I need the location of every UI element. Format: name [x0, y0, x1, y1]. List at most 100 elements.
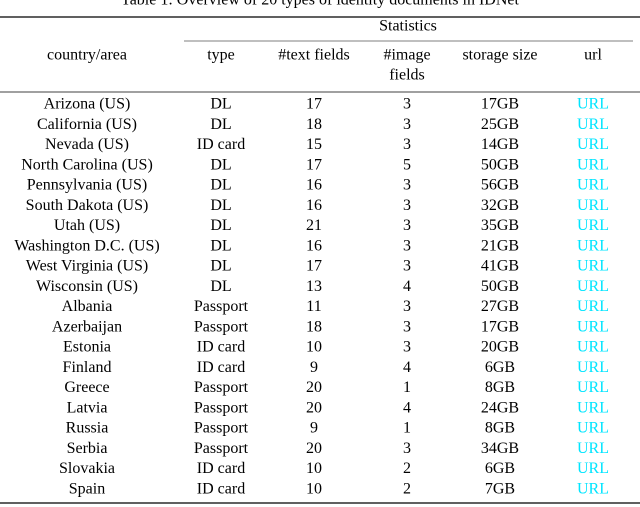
cell: Slovakia [59, 460, 115, 477]
cell: South Dakota (US) [26, 197, 149, 214]
cell: Arizona (US) [44, 96, 131, 113]
cell: 10 [306, 460, 322, 477]
cell: ID card [197, 359, 245, 376]
caption: Table 1: Overview of 20 types of identit… [121, 0, 519, 9]
cell: 9 [310, 359, 318, 376]
cell: Washington D.C. (US) [14, 237, 159, 254]
cell: 16 [306, 237, 322, 254]
cell: DL [210, 258, 231, 275]
url-link[interactable]: URL [577, 177, 609, 194]
cell: 13 [306, 278, 322, 295]
url-link[interactable]: URL [577, 379, 609, 396]
url-link[interactable]: URL [577, 420, 609, 437]
cell: Pennsylvania (US) [27, 177, 147, 194]
column-header: #image [383, 47, 430, 64]
url-link[interactable]: URL [577, 480, 609, 497]
cell: 3 [403, 258, 411, 275]
url-link[interactable]: URL [577, 96, 609, 113]
cell: Russia [66, 420, 109, 437]
cell: Spain [69, 480, 105, 497]
cell: Greece [64, 379, 109, 396]
cell: 41GB [481, 258, 519, 275]
cell: 3 [403, 116, 411, 133]
cell: ID card [197, 136, 245, 153]
cell: ID card [197, 460, 245, 477]
cell: Passport [194, 440, 249, 457]
cell: Passport [194, 420, 249, 437]
column-header: storage size [462, 47, 537, 64]
url-link[interactable]: URL [577, 298, 609, 315]
cell: 15 [306, 136, 322, 153]
cell: 16 [306, 177, 322, 194]
url-link[interactable]: URL [577, 339, 609, 356]
cell: 21 [306, 217, 322, 234]
url-link[interactable]: URL [577, 217, 609, 234]
cell: 4 [403, 399, 411, 416]
url-link[interactable]: URL [577, 136, 609, 153]
cell: 9 [310, 420, 318, 437]
cell: 50GB [481, 156, 519, 173]
cell: Finland [63, 359, 112, 376]
cell: West Virginia (US) [26, 258, 148, 275]
url-link[interactable]: URL [577, 460, 609, 477]
cell: DL [210, 237, 231, 254]
cell: 25GB [481, 116, 519, 133]
cell: Passport [194, 298, 249, 315]
cell: 6GB [485, 460, 515, 477]
url-link[interactable]: URL [577, 359, 609, 376]
cell: ID card [197, 480, 245, 497]
cell: 4 [403, 278, 411, 295]
cell: 8GB [485, 420, 515, 437]
cell: 17GB [481, 96, 519, 113]
cell: 17 [306, 156, 322, 173]
column-header: #text fields [278, 47, 350, 64]
cell: 34GB [481, 440, 519, 457]
url-link[interactable]: URL [577, 258, 609, 275]
cell: 1 [403, 420, 411, 437]
cell: 3 [403, 440, 411, 457]
cell: 3 [403, 298, 411, 315]
url-link[interactable]: URL [577, 197, 609, 214]
cell: 16 [306, 197, 322, 214]
cell: 20GB [481, 339, 519, 356]
cell: 10 [306, 480, 322, 497]
cell: 18 [306, 318, 322, 335]
url-link[interactable]: URL [577, 318, 609, 335]
url-link[interactable]: URL [577, 237, 609, 254]
cell: 24GB [481, 399, 519, 416]
cell: Passport [194, 318, 249, 335]
cell: 32GB [481, 197, 519, 214]
url-link[interactable]: URL [577, 440, 609, 457]
cell: 20 [306, 379, 322, 396]
cell: 3 [403, 339, 411, 356]
cell: 3 [403, 177, 411, 194]
url-link[interactable]: URL [577, 278, 609, 295]
cell: DL [210, 177, 231, 194]
cell: 3 [403, 217, 411, 234]
cell: Nevada (US) [45, 136, 129, 153]
column-header: type [207, 47, 235, 64]
cell: North Carolina (US) [21, 156, 153, 173]
url-link[interactable]: URL [577, 399, 609, 416]
url-link[interactable]: URL [577, 116, 609, 133]
cell: Albania [62, 298, 113, 315]
cell: 5 [403, 156, 411, 173]
cell: 3 [403, 136, 411, 153]
group-header: Statistics [379, 18, 437, 35]
cell: 35GB [481, 217, 519, 234]
cell: Latvia [67, 399, 108, 416]
url-link[interactable]: URL [577, 156, 609, 173]
cell: 1 [403, 379, 411, 396]
cell: 21GB [481, 237, 519, 254]
column-header: fields [389, 67, 425, 84]
cell: 20 [306, 440, 322, 457]
cell: 6GB [485, 359, 515, 376]
column-header: url [584, 47, 602, 64]
cell: Estonia [63, 339, 111, 356]
cell: 3 [403, 237, 411, 254]
cell: DL [210, 278, 231, 295]
cell: 18 [306, 116, 322, 133]
cell: DL [210, 197, 231, 214]
